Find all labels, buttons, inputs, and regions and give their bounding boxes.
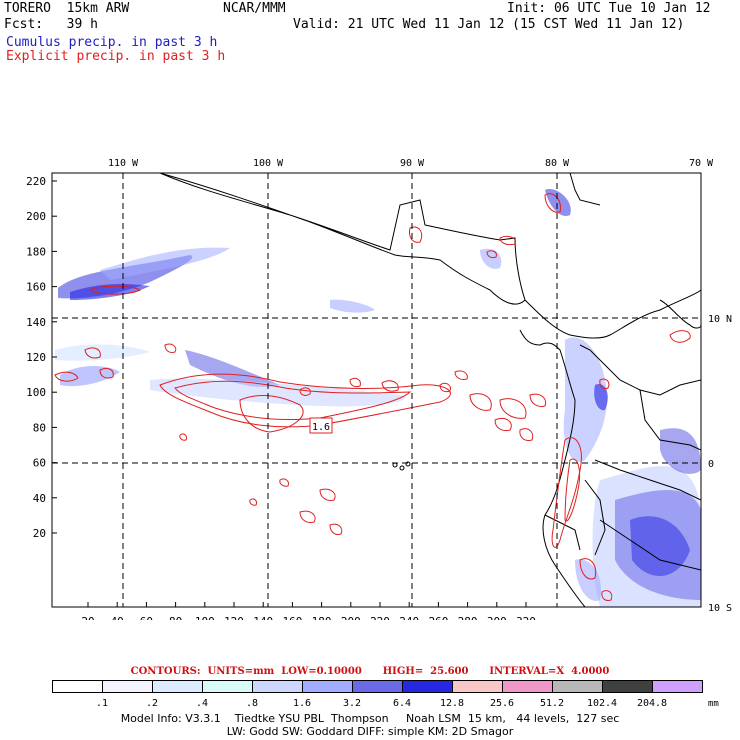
- lon-label-100w: 100 W: [253, 158, 284, 169]
- graticule: [52, 173, 701, 607]
- precip-map: 220 200 180 160 140 120 100 80 60 40 20 20 40 60 80 10…: [26, 158, 732, 620]
- contour-label-box: [309, 417, 333, 434]
- legend-label: 102.4: [587, 698, 617, 709]
- org-label: NCAR/MMM: [223, 1, 286, 16]
- legend-label: 3.2: [343, 698, 361, 709]
- y-tick-label: 80: [33, 421, 46, 434]
- legend-label: 6.4: [393, 698, 411, 709]
- legend-swatch: [202, 680, 253, 693]
- legend-swatch: [152, 680, 203, 693]
- legend-swatch: [252, 680, 303, 693]
- lon-label-90w: 90 W: [400, 158, 425, 169]
- legend-label: 1.6: [293, 698, 311, 709]
- legend-label: .1: [96, 698, 108, 709]
- contours-low: 0.10000: [316, 666, 362, 677]
- y-tick-label: 160: [26, 281, 46, 294]
- legend-label: .4: [196, 698, 208, 709]
- legend-swatch: [552, 680, 603, 693]
- explicit-label: Explicit precip. in past 3 h: [6, 49, 226, 64]
- y-tick-label: 200: [26, 210, 46, 223]
- lat-label-10s: 10 S: [708, 603, 732, 614]
- y-tick-label: 120: [26, 351, 46, 364]
- lat-label-10n: 10 N: [708, 314, 732, 325]
- legend-unit: mm: [708, 699, 719, 709]
- legend-swatch: [652, 680, 703, 693]
- x-tick-label: 280: [458, 615, 478, 620]
- legend-swatch: [302, 680, 353, 693]
- contours-high: 25.600: [430, 666, 469, 677]
- contours-info: CONTOURS: UNITS=mm LOW=0.10000 HIGH= 25.…: [0, 666, 740, 677]
- x-tick-label: 200: [341, 615, 361, 620]
- y-tick-label: 60: [33, 457, 46, 470]
- cumulus-label: Cumulus precip. in past 3 h: [6, 35, 218, 50]
- contours-interval: 4.0000: [571, 666, 610, 677]
- y-tick-label: 100: [26, 386, 46, 399]
- x-tick-label: 80: [169, 615, 182, 620]
- x-tick-label: 260: [428, 615, 448, 620]
- x-tick-label: 20: [81, 615, 94, 620]
- coastlines: [159, 173, 701, 607]
- contours-prefix: CONTOURS: UNITS=mm LOW=: [130, 666, 317, 677]
- x-tick-label: 100: [195, 615, 215, 620]
- legend-swatch: [402, 680, 453, 693]
- x-tick-label: 120: [224, 615, 244, 620]
- x-tick-label: 160: [282, 615, 302, 620]
- legend-label: 51.2: [540, 698, 564, 709]
- lon-label-70w: 70 W: [689, 158, 714, 169]
- forecast-hour: Fcst: 39 h: [4, 17, 98, 32]
- lon-label-80w: 80 W: [545, 158, 570, 169]
- legend-swatch: [602, 680, 653, 693]
- legend-label: .2: [146, 698, 158, 709]
- lon-label-110w: 110 W: [108, 158, 139, 169]
- x-tick-label: 220: [370, 615, 390, 620]
- legend-label: .8: [246, 698, 258, 709]
- y-tick-label: 180: [26, 245, 46, 258]
- x-tick-label: 60: [140, 615, 153, 620]
- x-tick-label: 40: [111, 615, 124, 620]
- x-tick-label: 180: [312, 615, 332, 620]
- legend-label: 12.8: [440, 698, 464, 709]
- legend-swatch: [452, 680, 503, 693]
- cumulus-precip-shading: [55, 189, 701, 607]
- legend-swatch: [352, 680, 403, 693]
- model-title: TORERO 15km ARW: [4, 1, 130, 16]
- model-info: Model Info: V3.3.1 Tiedtke YSU PBL Thomp…: [120, 712, 620, 725]
- valid-time: Valid: 21 UTC Wed 11 Jan 12 (15 CST Wed …: [293, 17, 685, 32]
- x-tick-label: 300: [487, 615, 507, 620]
- lat-label-0: 0: [708, 459, 714, 470]
- y-axis-ticks: 220 200 180 160 140 120 100 80 60 40 20: [26, 175, 57, 540]
- contours-interval-label: INTERVAL=X: [489, 666, 565, 677]
- x-tick-label: 320: [516, 615, 536, 620]
- contour-label: 1.6: [312, 422, 330, 433]
- map-frame: [51, 172, 702, 608]
- color-legend: .1 .2 .4 .8 1.6 3.2 6.4 12.8 25.6 51.2 102.4 204.8 m…: [52, 680, 719, 709]
- legend-swatch: [52, 680, 103, 693]
- legend-label: 25.6: [490, 698, 514, 709]
- x-tick-label: 240: [399, 615, 419, 620]
- x-tick-label: 140: [253, 615, 273, 620]
- model-physics: LW: Godd SW: Goddard DIFF: simple KM: 2D…: [226, 725, 514, 738]
- legend-swatch: [502, 680, 553, 693]
- x-axis-ticks: 20 40 60 80 100 120 140 160 180 200 220 240 260 280 30…: [81, 602, 536, 620]
- init-time: Init: 06 UTC Tue 10 Jan 12: [507, 1, 711, 16]
- contours-high-label: HIGH=: [382, 666, 424, 677]
- y-tick-label: 140: [26, 316, 46, 329]
- legend-label: 204.8: [637, 698, 667, 709]
- y-tick-label: 20: [33, 527, 46, 540]
- y-tick-label: 220: [26, 175, 46, 188]
- legend-swatch: [102, 680, 153, 693]
- y-tick-label: 40: [33, 492, 46, 505]
